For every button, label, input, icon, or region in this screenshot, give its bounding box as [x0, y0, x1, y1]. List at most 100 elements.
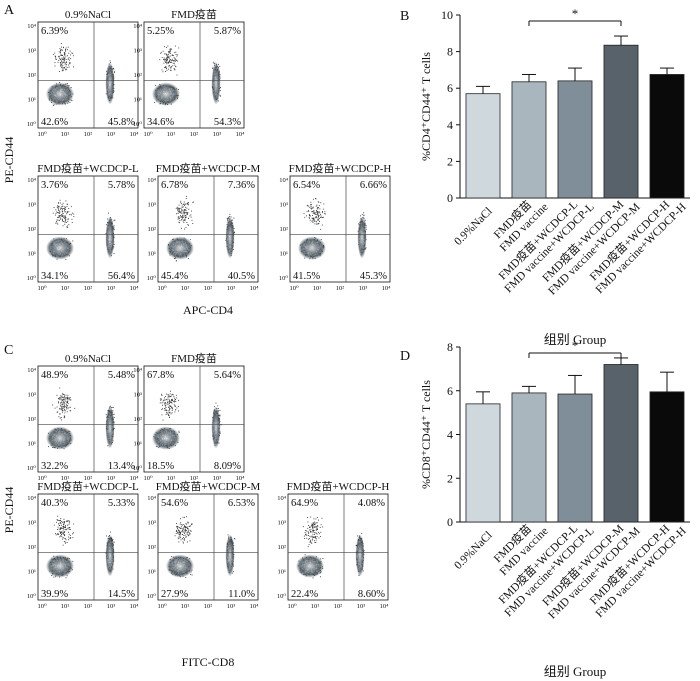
flow-y-tick: 10⁴ — [133, 367, 143, 374]
flow-plot-title: 0.9%NaCl — [65, 9, 111, 21]
flow-y-tick: 10¹ — [134, 441, 143, 448]
flow-x-tick: 10² — [84, 131, 93, 138]
flow-density-core — [225, 216, 235, 259]
bar — [465, 403, 501, 523]
flow-plot: FMD疫苗+WCDCP-M 6.78% 7.36% 45.4% 40.5% 10⁴ 10³ 1… — [147, 161, 261, 292]
flow-y-tick: 10¹ — [280, 251, 289, 258]
flow-density-core — [357, 216, 367, 259]
flow-y-tick: 10⁰ — [147, 593, 157, 600]
flow-density-core — [211, 406, 221, 449]
flow-quadrant-value: 40.5% — [228, 271, 255, 282]
flow-x-tick: 10⁴ — [236, 131, 246, 138]
flow-quadrant-value: 5.48% — [108, 370, 135, 381]
flow-x-tick: 10³ — [359, 285, 368, 292]
flow-x-tick: 10³ — [227, 603, 236, 610]
flow-density-core — [225, 534, 235, 577]
flow-y-tick: 10³ — [280, 202, 289, 209]
flow-y-tick: 10² — [134, 72, 143, 79]
flow-x-tick: 10¹ — [181, 285, 190, 292]
flow-quadrant-value: 7.36% — [228, 180, 255, 191]
flow-ylabel-bottom: PE-CD44 — [2, 487, 16, 534]
flow-x-tick: 10¹ — [167, 475, 176, 482]
flow-y-tick: 10¹ — [148, 569, 157, 576]
flow-x-tick: 10³ — [107, 285, 116, 292]
flow-plot: FMD疫苗 67.8% 5.64% 18.5% 8.09% 10⁴ 10³ 10² 10¹ 10⁰… — [133, 351, 245, 482]
flow-x-tick: 10² — [204, 285, 213, 292]
flow-x-tick: 10⁰ — [143, 475, 153, 482]
x-category-line: 0.9%NaCl — [452, 205, 495, 248]
flow-x-tick: 10³ — [357, 603, 366, 610]
flow-y-tick: 10⁴ — [27, 367, 37, 374]
flow-quadrant-value: 4.08% — [358, 498, 385, 509]
flow-x-tick: 10¹ — [181, 603, 190, 610]
flow-quadrant-value: 42.6% — [41, 117, 68, 128]
flow-plot-title: FMD疫苗+WCDCP-H — [289, 161, 392, 175]
flow-density-core — [296, 554, 324, 578]
flow-density-core — [105, 534, 115, 577]
y-tick-label: 8 — [447, 45, 453, 59]
flow-density-core — [105, 62, 115, 105]
flow-quadrant-value: 39.9% — [41, 589, 68, 600]
flow-x-tick: 10⁰ — [289, 285, 299, 292]
flow-plot-title: FMD疫苗+WCDCP-H — [287, 479, 390, 493]
bar — [557, 393, 593, 523]
flow-y-tick: 10³ — [28, 392, 37, 399]
flow-x-tick: 10⁴ — [250, 285, 260, 292]
flow-plot-frame — [289, 175, 391, 283]
flow-x-tick: 10¹ — [313, 285, 322, 292]
flow-y-tick: 10³ — [278, 520, 287, 527]
flow-plot: 0.9%NaCl 48.9% 5.48% 32.2% 13.4% 10⁴ 10³ 10² 10¹… — [27, 353, 139, 482]
flow-y-tick: 10³ — [28, 202, 37, 209]
flow-x-tick: 10¹ — [61, 285, 70, 292]
flow-quadrant-value: 32.2% — [41, 461, 68, 472]
flow-y-tick: 10⁴ — [279, 177, 289, 184]
flow-quadrant-value: 6.54% — [293, 180, 320, 191]
flow-y-tick: 10¹ — [28, 97, 37, 104]
flow-x-tick: 10³ — [107, 603, 116, 610]
flow-quadrant-value: 6.66% — [360, 180, 387, 191]
flow-y-tick: 10¹ — [28, 441, 37, 448]
flow-y-tick: 10¹ — [134, 97, 143, 104]
flow-y-tick: 10² — [134, 416, 143, 423]
flow-plot-title: FMD疫苗+WCDCP-L — [37, 479, 139, 493]
flow-x-tick: 10⁴ — [130, 131, 140, 138]
flow-x-tick: 10⁴ — [130, 475, 140, 482]
y-axis-label: %CD4⁺CD44⁺ T cells — [419, 52, 433, 161]
flow-x-tick: 10² — [190, 131, 199, 138]
flow-ylabel-top: PE-CD44 — [2, 137, 16, 184]
flow-y-tick: 10⁴ — [27, 23, 37, 30]
flow-y-tick: 10⁰ — [27, 465, 37, 472]
x-category-label: 0.9%NaCl — [452, 529, 495, 572]
flow-quadrant-value: 5.87% — [214, 26, 241, 37]
flow-x-tick: 10⁴ — [382, 285, 392, 292]
flow-x-tick: 10⁰ — [37, 475, 47, 482]
flow-quadrant-value: 34.1% — [41, 271, 68, 282]
flow-density-core — [105, 406, 115, 449]
flow-y-tick: 10² — [28, 416, 37, 423]
significance-star: * — [572, 338, 579, 353]
bar — [511, 392, 547, 523]
flow-quadrant-value: 40.3% — [41, 498, 68, 509]
flow-y-tick: 10⁰ — [277, 593, 287, 600]
flow-x-tick: 10¹ — [61, 603, 70, 610]
flow-quadrant-value: 6.78% — [161, 180, 188, 191]
flow-x-tick: 10³ — [227, 285, 236, 292]
flow-plot-title: FMD疫苗+WCDCP-M — [156, 161, 261, 175]
flow-y-tick: 10² — [280, 226, 289, 233]
significance-star: * — [572, 6, 579, 21]
y-tick-label: 4 — [447, 428, 453, 442]
y-tick-label: 2 — [447, 154, 453, 168]
flow-y-tick: 10² — [28, 544, 37, 551]
flow-quadrant-value: 45.8% — [108, 117, 135, 128]
flow-density-core — [355, 534, 365, 577]
flow-y-tick: 10⁰ — [133, 121, 143, 128]
flow-plot: FMD疫苗+WCDCP-M 54.6% 6.53% 27.9% 11.0% 10⁴ 10³ 1… — [147, 479, 261, 610]
flow-quadrant-value: 5.25% — [147, 26, 174, 37]
flow-xlabel-bottom: FITC-CD8 — [182, 655, 235, 669]
flow-x-tick: 10² — [334, 603, 343, 610]
flow-plot: FMD疫苗+WCDCP-L 40.3% 5.33% 39.9% 14.5% 10⁴ 10³ 1… — [27, 479, 139, 610]
flow-quadrant-value: 14.5% — [108, 589, 135, 600]
flow-plot: FMD疫苗+WCDCP-H 6.54% 6.66% 41.5% 45.3% 10⁴ 10³ 1… — [279, 161, 392, 292]
flow-density-core — [298, 236, 326, 260]
flow-quadrant-value: 41.5% — [293, 271, 320, 282]
